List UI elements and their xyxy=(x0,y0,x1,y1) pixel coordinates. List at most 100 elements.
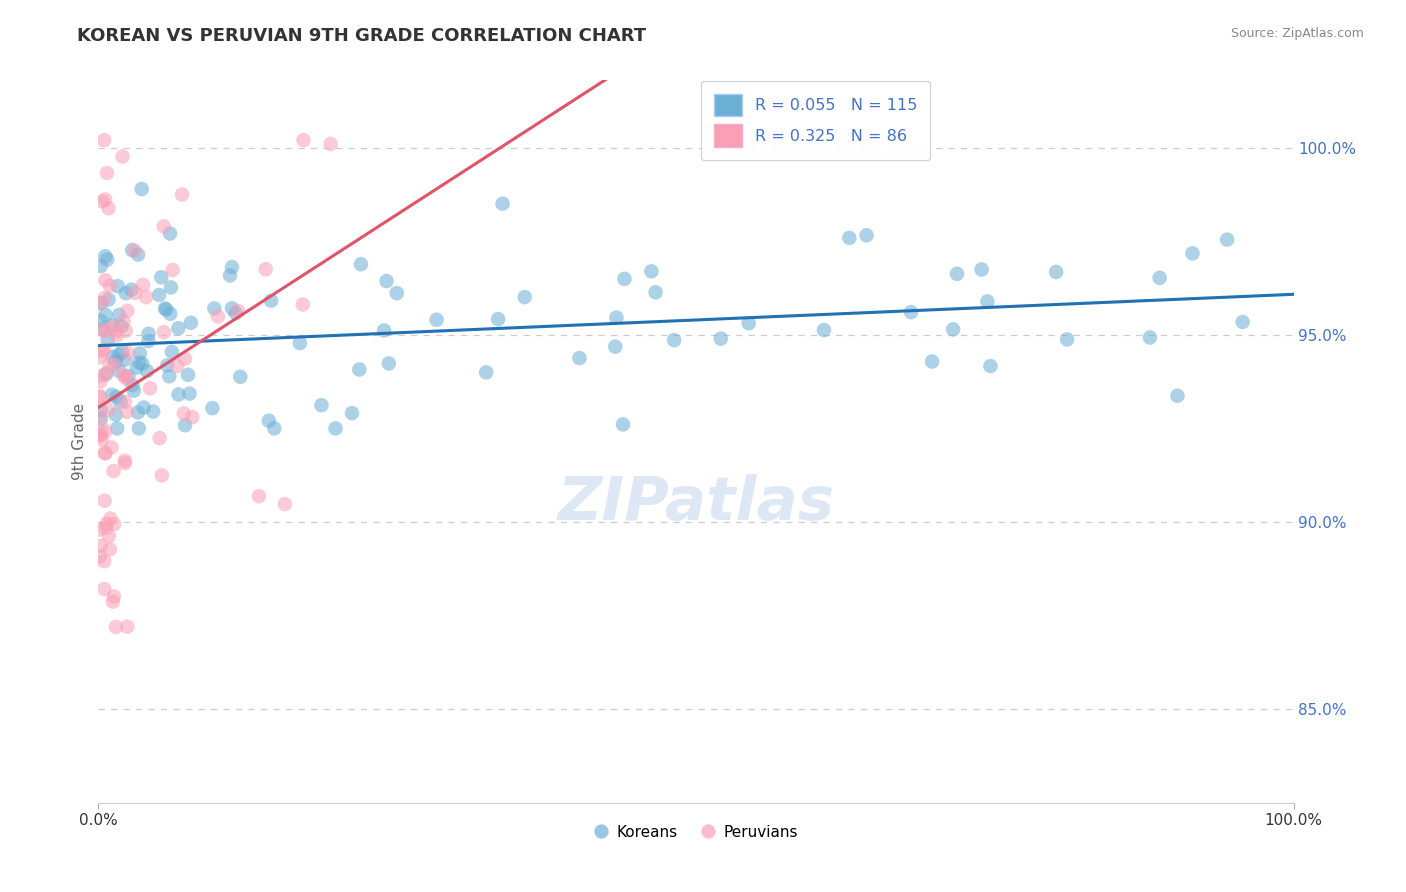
Point xyxy=(838,231,860,245)
Point xyxy=(139,381,162,395)
Text: Source: ZipAtlas.com: Source: ZipAtlas.com xyxy=(1230,27,1364,40)
Point xyxy=(167,387,190,401)
Point xyxy=(90,539,112,553)
Point xyxy=(131,182,153,196)
Point xyxy=(89,390,111,404)
Point xyxy=(172,187,194,202)
Point xyxy=(114,352,136,367)
Point xyxy=(1216,233,1239,247)
Point xyxy=(93,493,115,508)
Point xyxy=(132,277,155,292)
Point xyxy=(138,334,160,348)
Point xyxy=(98,278,121,293)
Point xyxy=(107,279,129,293)
Legend: Koreans, Peruvians: Koreans, Peruvians xyxy=(588,819,804,846)
Point xyxy=(247,489,270,503)
Point xyxy=(103,590,125,604)
Point xyxy=(101,387,124,401)
Text: KOREAN VS PERUVIAN 9TH GRADE CORRELATION CHART: KOREAN VS PERUVIAN 9TH GRADE CORRELATION… xyxy=(77,27,647,45)
Point xyxy=(311,398,333,412)
Point xyxy=(180,316,202,330)
Point xyxy=(97,402,120,417)
Point xyxy=(96,367,118,381)
Point xyxy=(93,133,115,147)
Point xyxy=(1181,246,1204,260)
Point xyxy=(128,356,150,370)
Point xyxy=(127,405,149,419)
Point xyxy=(325,421,347,435)
Point xyxy=(173,406,195,420)
Point xyxy=(94,424,117,438)
Point xyxy=(1056,332,1078,346)
Point xyxy=(148,288,170,302)
Point xyxy=(90,428,112,442)
Point xyxy=(97,202,120,216)
Point xyxy=(486,312,509,326)
Point xyxy=(612,417,634,432)
Point xyxy=(98,357,121,371)
Point xyxy=(94,447,117,461)
Point xyxy=(104,408,127,422)
Point xyxy=(157,369,180,384)
Point xyxy=(605,310,627,325)
Point xyxy=(101,594,124,608)
Point xyxy=(426,313,449,327)
Point xyxy=(970,262,993,277)
Point xyxy=(94,308,117,322)
Point xyxy=(1045,265,1067,279)
Point xyxy=(90,433,112,447)
Point xyxy=(150,270,173,285)
Point xyxy=(153,325,176,339)
Point xyxy=(114,453,136,467)
Point xyxy=(96,367,118,381)
Point xyxy=(90,425,112,439)
Point xyxy=(114,370,136,384)
Point xyxy=(124,244,146,258)
Point xyxy=(90,368,112,383)
Point xyxy=(117,346,139,360)
Point xyxy=(93,554,115,568)
Point xyxy=(97,529,120,543)
Point xyxy=(1232,315,1254,329)
Point xyxy=(135,290,157,304)
Text: ZIPatlas: ZIPatlas xyxy=(557,474,835,533)
Point xyxy=(1166,389,1188,403)
Point xyxy=(114,394,136,409)
Point xyxy=(221,301,243,316)
Point xyxy=(166,359,188,373)
Point xyxy=(120,283,142,297)
Point xyxy=(662,333,685,347)
Point xyxy=(340,406,363,420)
Point xyxy=(260,293,283,308)
Point xyxy=(475,365,498,379)
Point xyxy=(89,549,111,564)
Point xyxy=(104,354,127,368)
Point xyxy=(94,273,117,287)
Point xyxy=(94,291,117,305)
Point xyxy=(105,421,128,435)
Point xyxy=(174,418,197,433)
Point xyxy=(125,360,148,375)
Y-axis label: 9th Grade: 9th Grade xyxy=(72,403,87,480)
Point xyxy=(90,314,112,328)
Point xyxy=(813,323,835,337)
Point xyxy=(162,263,184,277)
Point xyxy=(613,272,636,286)
Point xyxy=(101,350,124,364)
Point xyxy=(100,511,122,525)
Point xyxy=(89,428,111,442)
Point xyxy=(350,257,373,271)
Point xyxy=(373,323,395,337)
Point xyxy=(254,262,277,277)
Point xyxy=(976,294,998,309)
Point xyxy=(111,345,134,359)
Point xyxy=(115,286,138,301)
Point xyxy=(274,497,297,511)
Point xyxy=(229,369,252,384)
Point xyxy=(153,301,176,316)
Point xyxy=(107,348,129,362)
Point xyxy=(156,359,179,373)
Point xyxy=(101,320,124,334)
Point xyxy=(174,351,197,366)
Point xyxy=(114,324,136,338)
